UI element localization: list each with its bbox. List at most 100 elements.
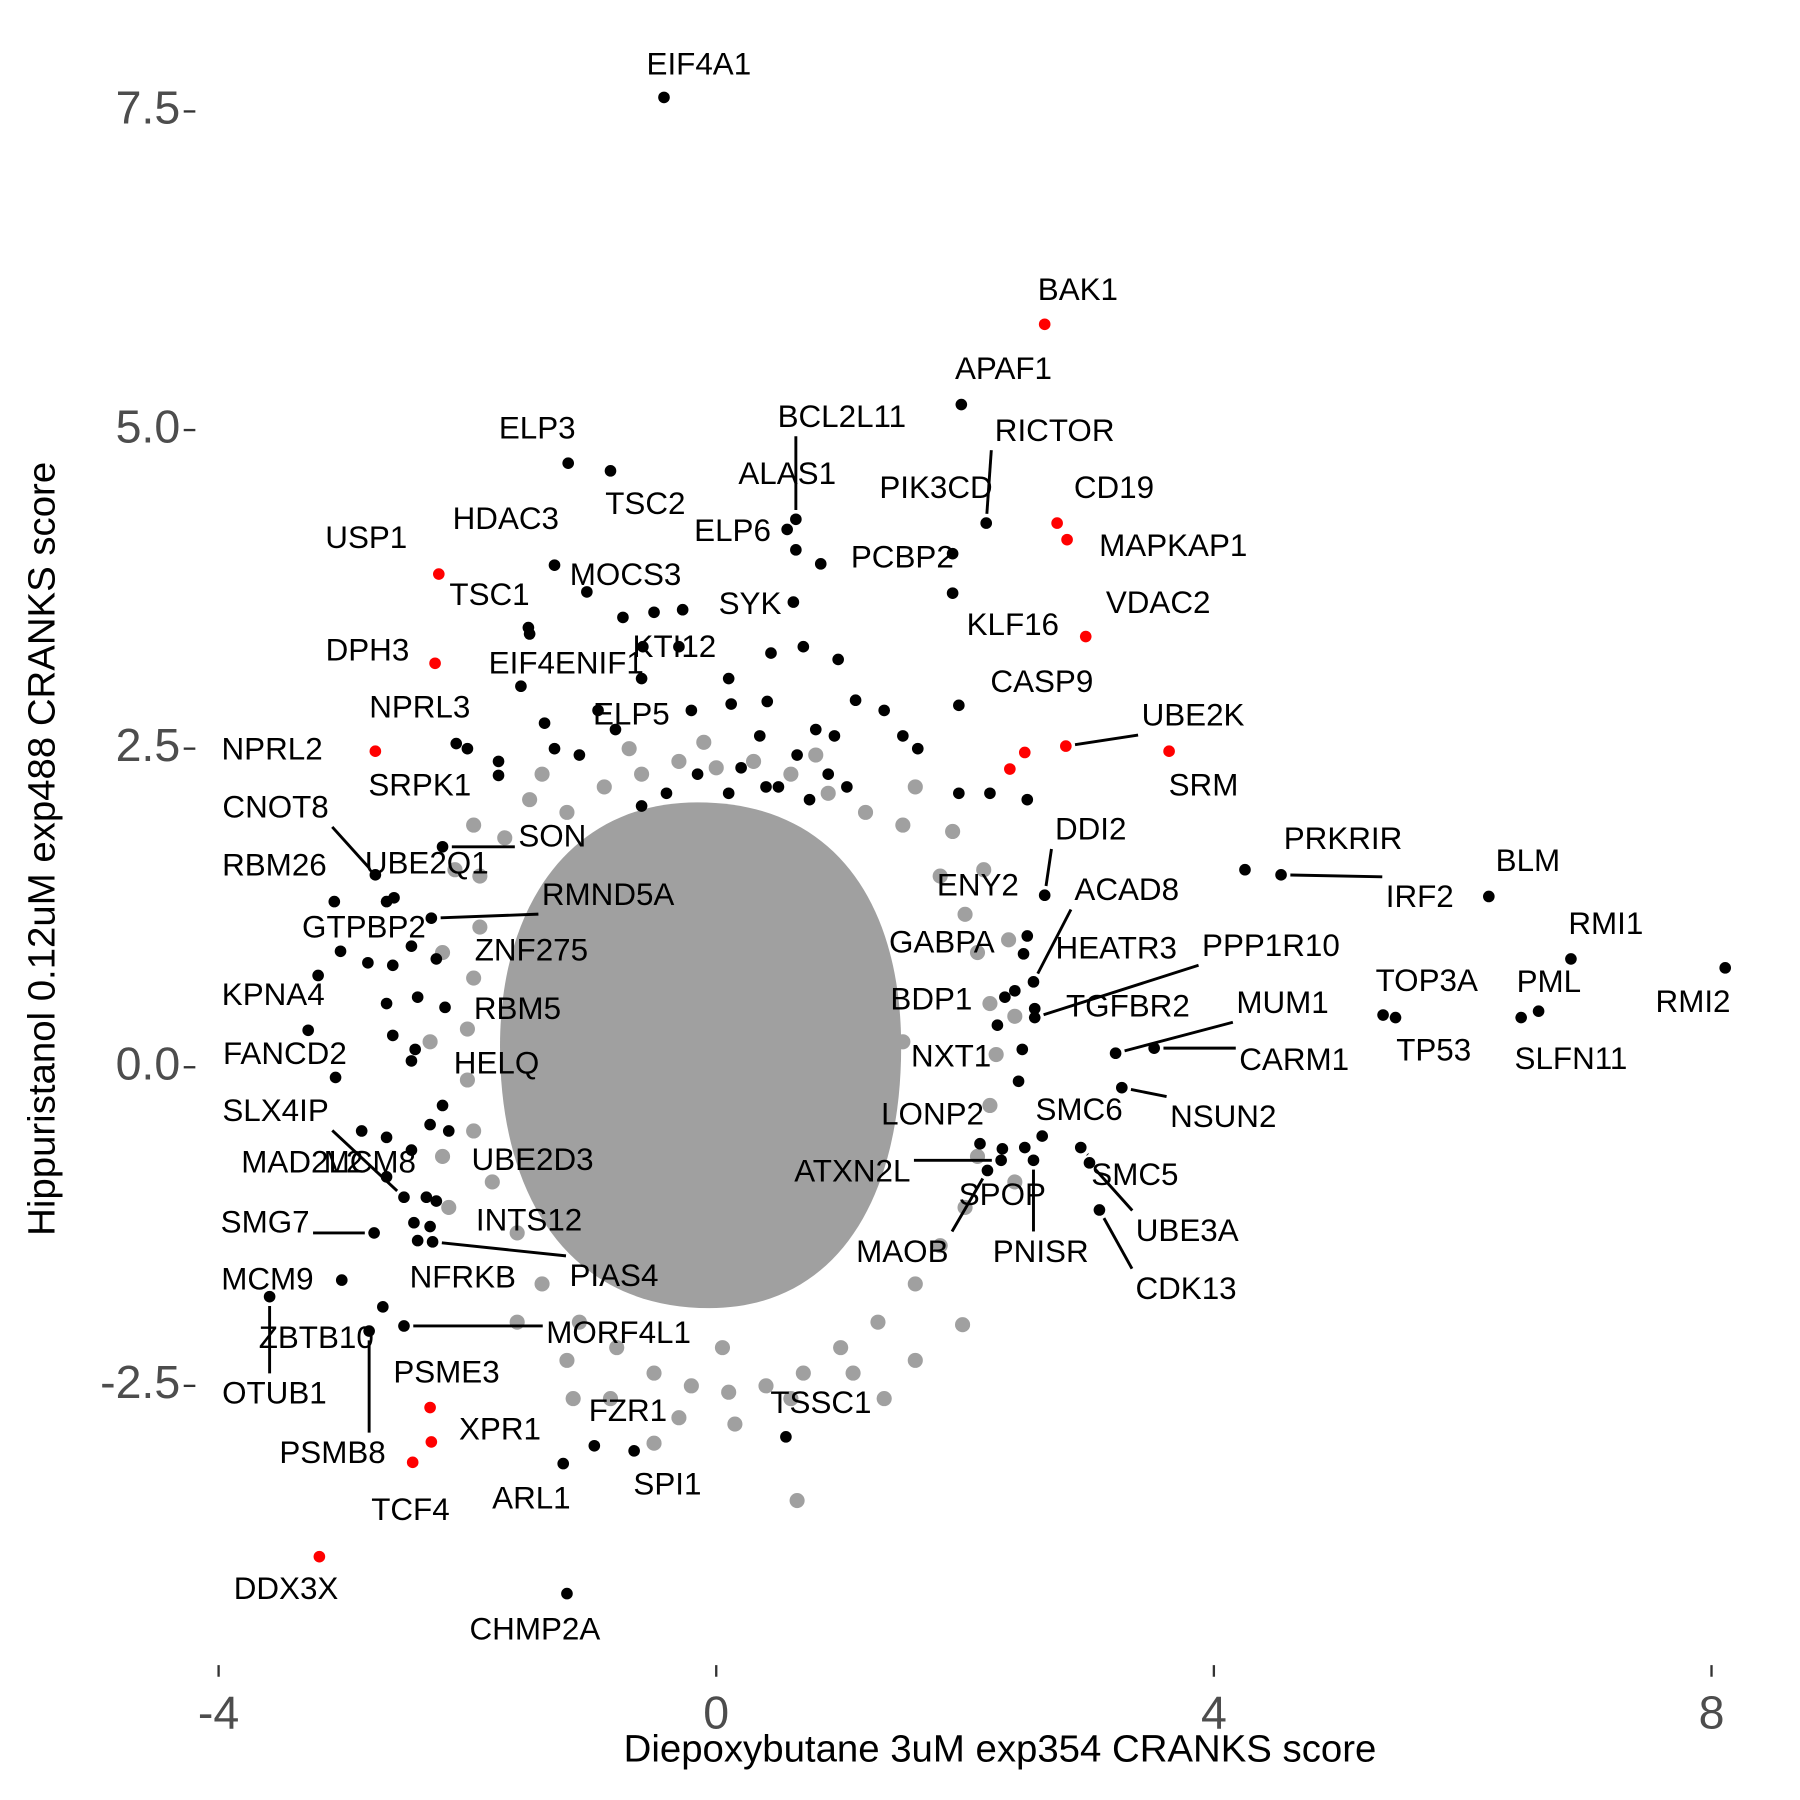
point	[646, 1435, 662, 1451]
point	[466, 1123, 482, 1139]
point	[955, 1317, 971, 1333]
point	[696, 734, 712, 750]
point	[857, 804, 874, 820]
point	[1004, 763, 1016, 775]
point	[369, 745, 382, 758]
point	[1565, 953, 1577, 965]
point-label: PIAS4	[569, 1258, 658, 1293]
leader-line	[985, 450, 993, 514]
point	[1239, 863, 1251, 876]
point	[1036, 1130, 1049, 1142]
point	[735, 761, 747, 774]
point	[509, 1314, 525, 1330]
point	[932, 868, 948, 884]
point	[999, 991, 1011, 1003]
point	[911, 742, 924, 755]
point	[635, 672, 648, 685]
point-label: TCF4	[371, 1492, 449, 1527]
point	[1028, 1011, 1041, 1024]
point	[634, 766, 650, 782]
point	[447, 862, 463, 878]
point	[1018, 746, 1031, 759]
point	[849, 694, 862, 707]
point	[405, 1055, 418, 1067]
point-label: ZNF275	[475, 933, 588, 968]
point	[845, 1365, 861, 1381]
point-label: TOP3A	[1376, 963, 1478, 998]
point	[648, 606, 660, 619]
point-label: BCL2L11	[778, 399, 907, 434]
point	[369, 869, 382, 881]
point	[355, 1125, 368, 1137]
point-label: TSC1	[449, 577, 529, 612]
y-axis-title: Hippuristanol 0.12uM exp488 CRANKS score	[20, 462, 63, 1236]
point-label: CASP9	[990, 664, 1093, 699]
point	[588, 1439, 601, 1452]
leader-line	[1130, 1088, 1167, 1099]
point	[995, 1154, 1007, 1167]
point-label: CARM1	[1239, 1042, 1349, 1077]
point	[907, 779, 923, 795]
point	[787, 596, 800, 608]
leader-line	[331, 1129, 399, 1192]
point-label: ENY2	[937, 868, 1019, 903]
point-label: PSMB8	[279, 1435, 385, 1470]
point	[328, 895, 341, 908]
point	[1021, 930, 1034, 942]
point	[596, 779, 612, 795]
point	[363, 1325, 375, 1337]
point	[573, 749, 586, 761]
point	[509, 1225, 525, 1241]
point-label: ATXN2L	[794, 1154, 910, 1189]
point	[425, 1436, 438, 1448]
point	[991, 1019, 1004, 1032]
point	[461, 742, 474, 755]
point	[746, 753, 762, 769]
point-label: SYK	[719, 586, 782, 621]
point	[628, 1445, 640, 1457]
leader-line	[1043, 963, 1199, 1017]
point	[876, 1391, 892, 1407]
point	[592, 704, 604, 717]
point	[1389, 1011, 1402, 1024]
point-label: GABPA	[889, 924, 995, 959]
point	[398, 1320, 410, 1332]
point	[380, 997, 393, 1010]
point-label: RICTOR	[995, 413, 1115, 448]
point	[790, 513, 802, 526]
point	[565, 1391, 581, 1407]
point-label: SMG7	[221, 1205, 310, 1240]
point	[432, 568, 445, 580]
point-label: RBM5	[474, 991, 561, 1026]
leader-line	[1086, 1153, 1089, 1156]
point	[1021, 793, 1034, 806]
point-label: ARL1	[492, 1480, 570, 1515]
point-label: CD19	[1074, 470, 1154, 505]
point	[459, 1021, 475, 1037]
point	[783, 1391, 799, 1407]
y-tick-label: 0.0	[116, 1038, 181, 1090]
point-label: EIF4ENIF1	[489, 645, 644, 680]
point	[523, 628, 536, 640]
point	[981, 1164, 994, 1177]
point-label: HELQ	[454, 1045, 539, 1080]
y-tick-label: 7.5	[116, 82, 181, 134]
point	[857, 906, 874, 922]
point	[1061, 533, 1073, 546]
point	[492, 755, 505, 768]
point	[685, 704, 698, 717]
point	[436, 840, 449, 853]
point-label: SLFN11	[1515, 1041, 1628, 1076]
point	[1093, 1204, 1106, 1216]
x-tick-label: 0	[703, 1687, 729, 1739]
point-label: CDK13	[1135, 1271, 1236, 1306]
point	[988, 1046, 1004, 1063]
point-label: MAD2L2	[241, 1144, 363, 1179]
point	[1109, 1047, 1122, 1060]
point	[733, 855, 749, 871]
leader-line	[440, 912, 539, 920]
point	[409, 1043, 421, 1056]
point	[492, 769, 505, 782]
